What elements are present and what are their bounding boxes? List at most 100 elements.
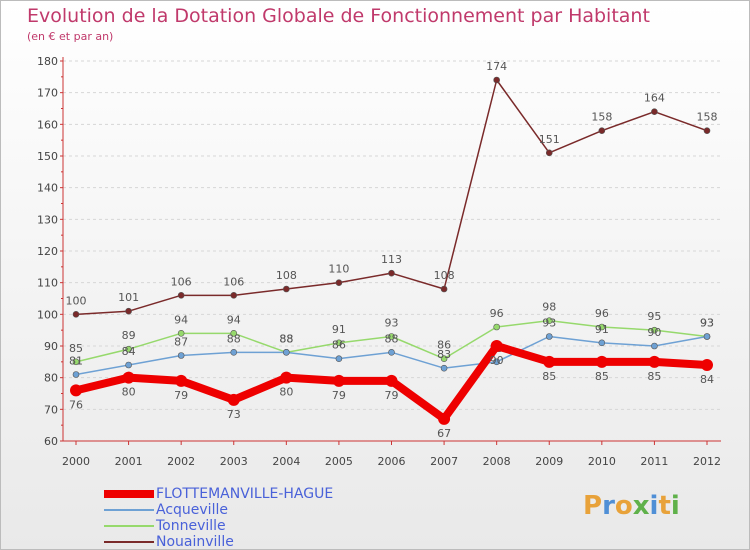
data-point: [651, 342, 658, 350]
y-tick-label: 130: [37, 213, 58, 226]
x-tick-label: 2000: [62, 455, 90, 468]
data-point: [72, 371, 80, 378]
data-label: 91: [595, 323, 609, 336]
data-label: 164: [644, 92, 665, 105]
data-point: [701, 359, 713, 371]
y-tick-label: 150: [37, 150, 58, 163]
data-label: 84: [700, 373, 714, 386]
y-tick-label: 90: [44, 340, 58, 353]
data-label: 86: [437, 339, 451, 352]
data-point: [227, 393, 240, 406]
data-point: [388, 333, 395, 340]
data-point: [651, 108, 658, 115]
data-label: 88: [227, 332, 241, 345]
x-tick-label: 2003: [220, 455, 248, 468]
data-label: 98: [542, 301, 556, 314]
x-tick-label: 2001: [115, 455, 143, 468]
data-point: [177, 330, 185, 337]
data-point: [438, 412, 451, 425]
data-label: 106: [223, 275, 244, 288]
data-point: [545, 333, 553, 340]
y-tick-label: 80: [44, 372, 58, 385]
data-point: [335, 279, 343, 286]
data-label: 94: [227, 313, 241, 326]
data-label: 106: [171, 275, 192, 288]
data-label: 73: [227, 408, 241, 421]
data-point: [651, 326, 658, 334]
logo-letter: P: [583, 491, 603, 521]
y-tick-label: 140: [37, 182, 58, 195]
data-label: 80: [122, 386, 136, 399]
logo-letter: o: [614, 491, 633, 521]
data-point: [493, 323, 500, 331]
x-tick-label: 2007: [430, 455, 458, 468]
data-label: 88: [279, 332, 293, 345]
data-label: 88: [279, 332, 293, 345]
data-label: 89: [122, 329, 136, 342]
legend-label: Nouainville: [156, 534, 234, 550]
data-label: 151: [539, 133, 560, 146]
data-label: 85: [69, 342, 83, 355]
data-label: 94: [174, 313, 188, 326]
data-point: [335, 339, 343, 347]
data-point: [175, 374, 188, 387]
data-label: 108: [276, 269, 297, 282]
legend-label: FLOTTEMANVILLE-HAGUE: [156, 486, 334, 502]
data-label: 100: [66, 294, 87, 307]
data-point: [72, 311, 80, 318]
y-tick-label: 110: [37, 277, 58, 290]
data-label: 96: [595, 307, 609, 320]
data-point: [125, 361, 132, 369]
data-label: 87: [174, 336, 188, 349]
data-point: [493, 76, 500, 84]
data-label: 88: [385, 332, 399, 345]
x-tick-label: 2010: [588, 455, 616, 468]
data-label: 174: [486, 60, 507, 73]
legend-swatch: [104, 525, 154, 527]
logo-letter: i: [670, 491, 680, 521]
data-label: 79: [332, 389, 346, 402]
logo-letter: r: [602, 491, 615, 521]
data-label: 80: [279, 386, 293, 399]
data-label: 86: [332, 339, 346, 352]
data-label: 81: [69, 355, 83, 368]
x-tick-label: 2005: [325, 455, 353, 468]
data-label: 85: [595, 370, 609, 383]
data-point: [230, 349, 238, 356]
data-point: [440, 355, 448, 362]
data-point: [388, 349, 395, 356]
logo-letter: t: [658, 491, 671, 521]
data-label: 85: [542, 370, 556, 383]
data-label: 76: [69, 398, 83, 411]
data-label: 93: [700, 317, 714, 330]
x-tick-label: 2004: [272, 455, 300, 468]
y-tick-label: 120: [37, 245, 58, 258]
data-point: [283, 349, 290, 356]
data-label: 108: [434, 269, 455, 282]
data-label: 79: [385, 389, 399, 402]
y-tick-label: 160: [37, 118, 58, 131]
x-tick-label: 2006: [378, 455, 406, 468]
y-tick-label: 100: [37, 308, 58, 321]
data-label: 67: [437, 427, 451, 440]
data-point: [72, 358, 80, 366]
chart-subtitle: (en € et par an): [27, 30, 114, 43]
data-point: [177, 352, 185, 359]
y-tick-label: 60: [44, 435, 58, 448]
data-point: [280, 371, 293, 384]
logo-letter: x: [632, 491, 650, 521]
legend-label: Tonneville: [156, 518, 226, 534]
x-tick-label: 2012: [693, 455, 721, 468]
data-label: 93: [385, 317, 399, 330]
data-point: [648, 355, 661, 368]
data-point: [440, 364, 448, 372]
data-point: [543, 355, 556, 368]
data-point: [385, 374, 398, 387]
data-label: 85: [647, 370, 661, 383]
legend-swatch: [104, 541, 154, 543]
legend-swatch: [104, 490, 154, 498]
data-point: [490, 340, 503, 352]
data-label: 93: [542, 317, 556, 330]
data-point: [493, 358, 500, 366]
